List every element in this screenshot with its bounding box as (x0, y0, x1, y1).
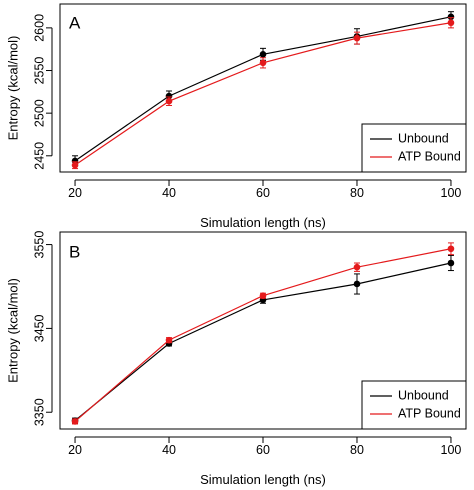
y-tick-label: 3550 (32, 231, 46, 259)
series-atp-bound (71, 242, 455, 425)
x-axis-title: Simulation length (ns) (200, 215, 326, 230)
x-tick-label: 80 (350, 443, 364, 457)
legend-box (361, 380, 467, 430)
legend-label: Unbound (398, 131, 449, 145)
data-point (259, 292, 267, 300)
y-axis-title: Entropy (kcal/mol) (5, 278, 20, 383)
legend-label: ATP Bound (398, 406, 461, 420)
data-point (353, 263, 361, 271)
data-point (165, 336, 173, 344)
x-tick-label: 40 (162, 186, 176, 200)
y-axis-title: Entropy (kcal/mol) (5, 36, 20, 141)
x-tick-label: 60 (256, 443, 270, 457)
data-point (259, 51, 267, 58)
y-tick-label: 2550 (32, 57, 46, 85)
series-atp-bound (71, 17, 455, 170)
data-point (353, 280, 361, 288)
chart-panel-a: A 20 40 60 80 100 Simulation length (ns) 2450 25… (5, 3, 467, 230)
y-tick-label: 3450 (32, 314, 46, 342)
plot-frame (59, 3, 467, 173)
x-tick-label: 20 (68, 443, 82, 457)
chart-panel-b: B 20 40 60 80 100 Simulation length (ns) 3350 34… (5, 231, 467, 487)
legend-label: Unbound (398, 388, 449, 402)
y-tick-label: 2450 (32, 142, 46, 170)
x-tick-label: 60 (256, 186, 270, 200)
legend: Unbound ATP Bound (361, 380, 467, 430)
data-point (447, 19, 455, 27)
x-tick-label: 100 (441, 443, 462, 457)
data-point (165, 92, 173, 100)
data-point (447, 245, 455, 253)
data-point (447, 259, 455, 267)
data-point (71, 161, 79, 169)
legend-box (361, 123, 467, 173)
plot-frame (59, 231, 467, 430)
y-tick-label: 2500 (32, 99, 46, 127)
legend: Unbound ATP Bound (361, 123, 467, 173)
panel-label: B (69, 242, 80, 261)
x-tick-label: 80 (350, 186, 364, 200)
data-point (259, 59, 267, 67)
data-point (71, 418, 79, 425)
x-axis-title: Simulation length (ns) (200, 472, 326, 487)
x-tick-label: 100 (441, 186, 462, 200)
panel-label: A (69, 13, 81, 32)
legend-label: ATP Bound (398, 149, 461, 163)
y-tick-label: 2600 (32, 14, 46, 42)
x-tick-label: 40 (162, 443, 176, 457)
y-tick-label: 3350 (32, 398, 46, 426)
data-point (165, 97, 173, 105)
x-tick-label: 20 (68, 186, 82, 200)
data-point (353, 34, 361, 42)
data-point (447, 13, 455, 21)
